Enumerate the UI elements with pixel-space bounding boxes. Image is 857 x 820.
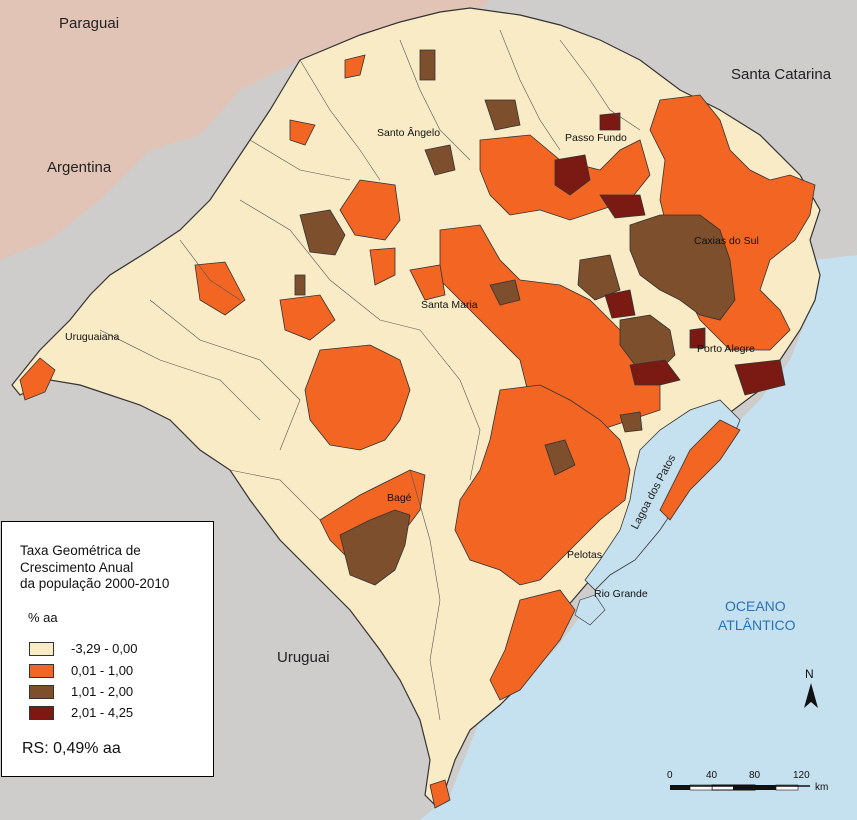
scale-segment [689, 784, 713, 791]
city-label-caxias-do-sul: Caxias do Sul [694, 235, 759, 247]
city-labels: Santo Ângelo Passo Fundo Caxias do Sul S… [65, 126, 759, 600]
region-lagoon-brown [619, 411, 643, 433]
boundary-line [239, 199, 421, 331]
legend-title-line: Taxa Geométrica de [20, 543, 141, 558]
city-label-porto-alegre: Porto Alegre [697, 343, 755, 355]
region-caxias [629, 214, 736, 321]
city-label-bage: Bagé [387, 492, 412, 504]
region-south-central [454, 384, 631, 586]
region-uruguaiana-west [19, 357, 56, 401]
region-rio-grande [489, 589, 576, 701]
region-north-red-b [599, 112, 621, 131]
legend-title-line: Crescimento Anual [20, 559, 134, 575]
scale-tick-label: 120 [793, 770, 810, 781]
ocean-label-line1: OCEANO [725, 598, 786, 614]
legend-swatch [29, 642, 54, 656]
boundary-line [299, 59, 381, 181]
legend-swatch [29, 685, 54, 699]
scale-segment [733, 785, 755, 790]
region-santa-maria-brown [489, 279, 521, 306]
region-north-red [599, 194, 646, 219]
legend: Taxa Geométrica de Crescimento Anual da … [1, 521, 214, 777]
region-central-west [369, 247, 396, 286]
boundary-line [559, 39, 641, 131]
city-label-uruguaiana: Uruguaiana [65, 331, 119, 343]
boundary-line [409, 469, 441, 721]
region-santo-angelo-brown [424, 144, 456, 176]
city-label-santa-maria: Santa Maria [421, 299, 478, 311]
north-arrow-icon [804, 683, 818, 708]
region-porto-alegre-west [619, 314, 676, 371]
scale-unit-label: km [815, 782, 828, 793]
region-south-tip [429, 779, 451, 809]
region-west-central [304, 344, 411, 451]
scale-tick-label: 0 [667, 770, 673, 781]
boundary-line [149, 299, 301, 451]
legend-title: Taxa Geométrica de Crescimento Anual da … [20, 543, 210, 593]
ocean-label-line2: ATLÂNTICO [718, 617, 796, 633]
paraguay-territory [0, 0, 490, 260]
boundary-line [499, 29, 561, 151]
class-4-municipalities [554, 112, 786, 396]
state-label-santa-catarina: Santa Catarina [731, 66, 832, 83]
legend-class-label: 1,01 - 2,00 [71, 684, 134, 699]
scale-tick-label: 80 [749, 770, 761, 781]
region-north-a [289, 119, 316, 146]
region-porto-alegre-red [629, 359, 681, 386]
coastal-strip [659, 419, 741, 521]
region-santa-maria [409, 264, 446, 301]
scale-bar: 0 40 80 120 km [667, 770, 828, 793]
region-west-a [194, 261, 246, 316]
city-label-passo-fundo: Passo Fundo [565, 132, 627, 144]
class-3-municipalities [294, 49, 736, 586]
region-central-red [604, 289, 636, 319]
legend-class-label: 0,01 - 1,00 [71, 663, 134, 678]
legend-unit: % aa [28, 610, 58, 625]
region-west-b [279, 294, 336, 341]
north-arrow-label: N [805, 667, 814, 681]
scale-segment [775, 784, 799, 791]
city-label-pelotas: Pelotas [567, 549, 602, 561]
boundary-line [249, 139, 351, 181]
region-north-brown-a [419, 49, 436, 81]
country-label-uruguai: Uruguai [277, 649, 330, 666]
legend-class-label: 2,01 - 4,25 [71, 705, 134, 720]
municipal-boundaries [99, 29, 641, 721]
argentina-territory [0, 135, 260, 350]
legend-title-line: da população 2000-2010 [20, 576, 170, 591]
boundary-line [99, 329, 261, 421]
region-bage-brown [339, 509, 411, 586]
boundary-line [399, 39, 471, 161]
north-arrow: N [804, 667, 818, 708]
country-label-paraguai: Paraguai [59, 15, 119, 32]
city-label-santo-angelo: Santo Ângelo [377, 126, 440, 139]
scale-tick-label: 40 [706, 770, 718, 781]
region-passo-fundo-red [554, 154, 591, 196]
legend-swatch [29, 664, 54, 678]
region-northwest-brown [299, 209, 346, 256]
legend-swatch [29, 706, 54, 720]
legend-class-label: -3,29 - 0,00 [71, 641, 138, 656]
region-north-b [344, 54, 366, 79]
region-west-brown [294, 274, 306, 296]
region-coast-red [734, 359, 786, 396]
legend-summary: RS: 0,49% aa [22, 740, 121, 757]
region-north-brown-b [484, 99, 521, 131]
boundary-line [419, 329, 481, 481]
region-south-brown [544, 439, 576, 476]
region-northwest-a [339, 179, 401, 241]
lagoon-inlet [574, 594, 606, 626]
city-label-rio-grande: Rio Grande [594, 588, 648, 600]
boundary-line [229, 469, 321, 521]
country-label-argentina: Argentina [47, 159, 112, 176]
boundary-line [179, 239, 241, 301]
region-metro-red [689, 327, 706, 349]
